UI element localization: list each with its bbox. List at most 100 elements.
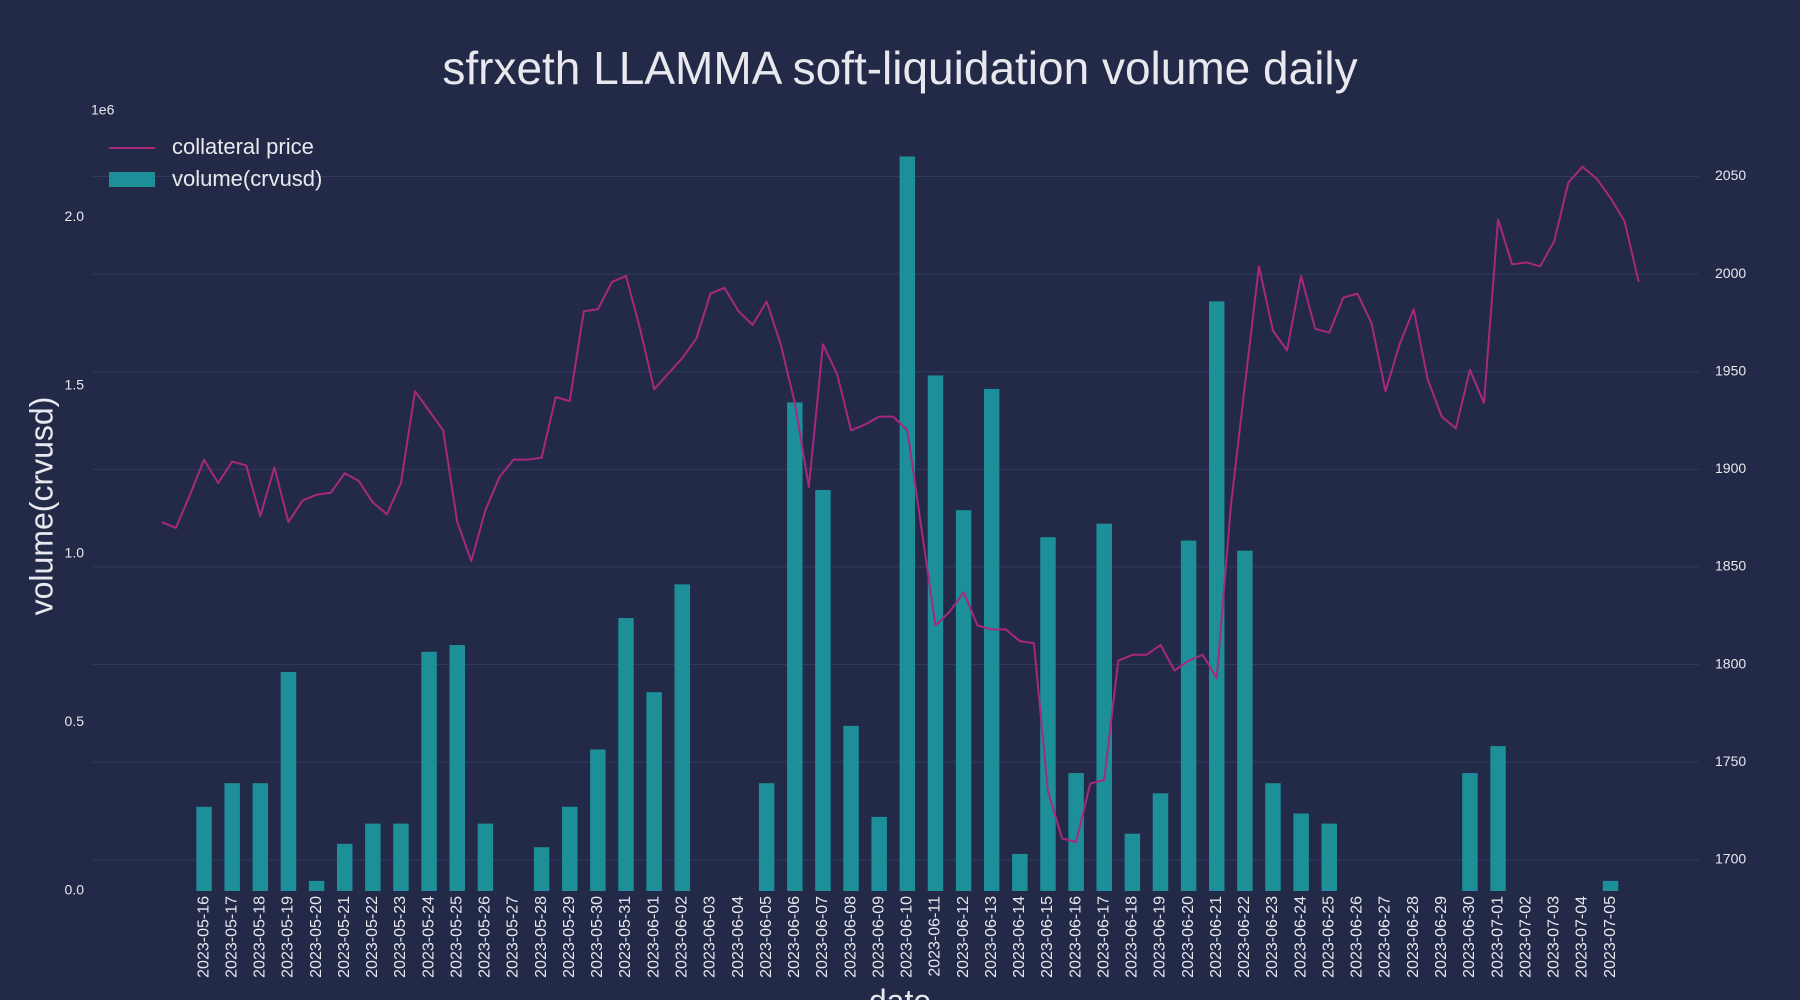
y-tick-label: 2.0 <box>65 208 85 224</box>
bar <box>1040 537 1056 891</box>
bar <box>983 388 1000 891</box>
bar <box>1237 550 1253 891</box>
x-tick-label: 2023-07-04 <box>1574 896 1591 978</box>
bar <box>1293 813 1309 891</box>
bar <box>449 645 465 891</box>
bar <box>843 725 859 891</box>
bar <box>196 806 212 891</box>
x-tick-label: 2023-06-12 <box>955 896 972 978</box>
bar <box>674 584 691 891</box>
x-tick-label: 2023-05-19 <box>280 896 297 978</box>
legend-swatch <box>109 172 155 187</box>
bar <box>1209 301 1225 892</box>
bar <box>927 375 944 891</box>
x-tick-label: 2023-06-06 <box>786 896 803 978</box>
plot-area <box>161 156 1640 892</box>
y-tick-label: 1.5 <box>65 376 85 392</box>
bar <box>308 880 325 891</box>
x-tick-label: 2023-06-09 <box>870 896 887 978</box>
x-tick-label: 2023-06-27 <box>1377 896 1394 978</box>
bar <box>1096 523 1112 891</box>
x-tick-label: 2023-06-08 <box>842 896 859 978</box>
bar <box>1012 853 1028 891</box>
x-tick-label: 2023-06-23 <box>1264 896 1281 978</box>
bar <box>590 749 606 891</box>
bar <box>1321 823 1338 891</box>
bar <box>1462 773 1478 891</box>
x-tick-label: 2023-05-20 <box>308 896 325 978</box>
x-tick-label: 2023-06-22 <box>1236 896 1253 978</box>
x-tick-label: 2023-05-18 <box>252 896 269 978</box>
x-tick-label: 2023-05-28 <box>533 896 550 978</box>
y2-tick-label: 1700 <box>1715 850 1746 866</box>
bar <box>252 783 269 891</box>
x-tick-label: 2023-06-17 <box>1095 896 1112 978</box>
bar <box>393 823 409 891</box>
bar <box>1152 793 1169 891</box>
x-tick-label: 2023-06-02 <box>673 896 690 978</box>
legend: collateral price volume(crvusd) <box>109 134 322 191</box>
axes: 0.0 0.5 1.0 1.5 2.0 1700 1750 1800 1850 1900 1950 2… <box>65 167 1747 978</box>
y2-tick-label: 2000 <box>1715 265 1746 281</box>
x-tick-label: 2023-06-01 <box>645 896 662 978</box>
x-axis-label: date <box>869 983 931 1000</box>
x-tick-label: 2023-05-25 <box>448 896 465 978</box>
x-tick-label: 2023-05-22 <box>364 896 381 978</box>
x-tick-label: 2023-06-05 <box>758 896 775 978</box>
grid <box>92 176 1699 861</box>
bar <box>477 823 494 891</box>
x-tick-label: 2023-06-30 <box>1461 896 1478 978</box>
x-tick-label: 2023-07-01 <box>1489 896 1506 978</box>
axis-offset-label: 1e6 <box>91 102 115 118</box>
x-tick-label: 2023-06-21 <box>1208 896 1225 978</box>
y-axis-label: volume(crvusd) <box>23 397 59 616</box>
bar <box>224 783 240 891</box>
bar <box>1124 833 1141 891</box>
bar <box>871 816 887 891</box>
bar <box>1490 746 1506 891</box>
y2-tick-label: 1800 <box>1715 655 1746 671</box>
y-tick-label: 0.0 <box>65 882 85 898</box>
bar <box>421 651 437 891</box>
bar <box>1602 880 1619 891</box>
x-tick-label: 2023-07-03 <box>1546 896 1563 978</box>
x-tick-label: 2023-06-04 <box>730 896 747 978</box>
x-tick-label: 2023-06-26 <box>1349 896 1366 978</box>
y2-tick-label: 1750 <box>1715 753 1746 769</box>
x-tick-label: 2023-06-25 <box>1320 896 1337 978</box>
x-tick-label: 2023-05-26 <box>477 896 494 978</box>
bar <box>280 671 297 891</box>
bar <box>1265 783 1281 891</box>
x-tick-label: 2023-05-31 <box>617 896 634 978</box>
x-tick-label: 2023-06-20 <box>1180 896 1197 978</box>
bar <box>533 847 550 891</box>
x-tick-label: 2023-05-24 <box>420 896 437 978</box>
y2-tick-label: 1950 <box>1715 362 1746 378</box>
x-tick-label: 2023-06-10 <box>899 896 916 978</box>
bar <box>899 156 916 891</box>
y2-tick-label: 2050 <box>1715 167 1746 183</box>
y2-tick-label: 1850 <box>1715 558 1746 574</box>
bar <box>815 490 831 891</box>
x-tick-label: 2023-06-07 <box>814 896 831 978</box>
x-tick-label: 2023-05-30 <box>589 896 606 978</box>
x-tick-label: 2023-05-29 <box>561 896 578 978</box>
x-tick-label: 2023-05-16 <box>195 896 212 978</box>
legend-label: collateral price <box>172 134 314 159</box>
bar <box>618 618 634 891</box>
x-tick-label: 2023-05-21 <box>336 896 353 978</box>
x-tick-label: 2023-06-15 <box>1039 896 1056 978</box>
x-tick-label: 2023-07-02 <box>1517 896 1534 978</box>
x-tick-label: 2023-06-13 <box>983 896 1000 978</box>
chart-title: sfrxeth LLAMMA soft-liquidation volume d… <box>442 42 1357 94</box>
y2-tick-label: 1900 <box>1715 460 1746 476</box>
x-tick-label: 2023-06-11 <box>927 896 944 977</box>
bar <box>1180 540 1197 891</box>
x-tick-label: 2023-06-28 <box>1405 896 1422 978</box>
x-tick-label: 2023-06-14 <box>1011 896 1028 978</box>
x-tick-label: 2023-07-05 <box>1602 896 1619 978</box>
bar <box>365 823 381 891</box>
bar <box>562 806 578 891</box>
